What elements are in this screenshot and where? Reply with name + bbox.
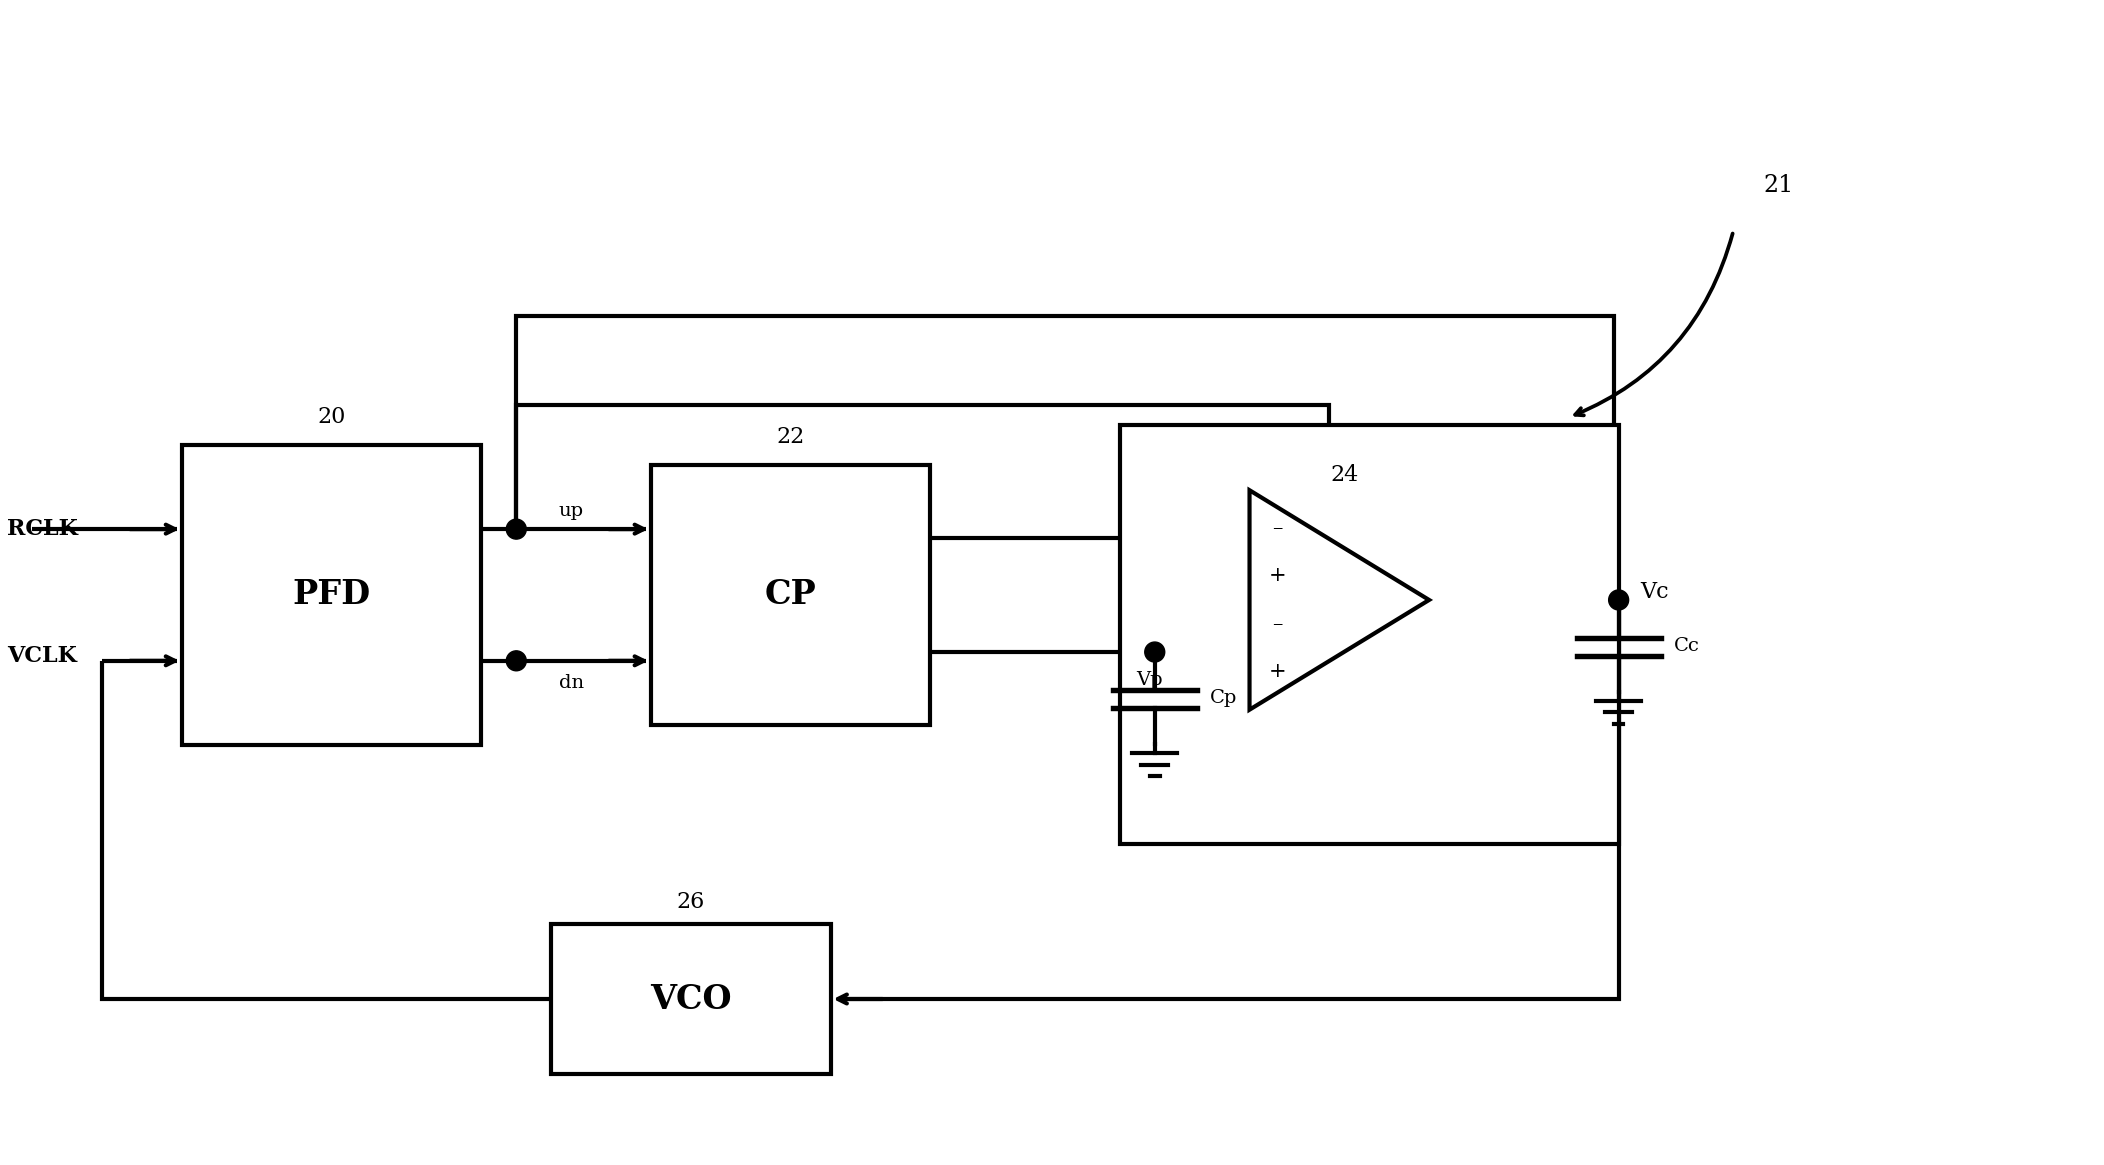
Text: 24: 24	[1330, 465, 1359, 486]
Text: VCLK: VCLK	[8, 644, 78, 666]
Text: –: –	[1273, 520, 1283, 538]
Text: dn: dn	[558, 673, 583, 692]
Text: 20: 20	[318, 407, 345, 429]
Text: 26: 26	[677, 891, 705, 913]
Text: PFD: PFD	[292, 579, 370, 612]
Text: Vp: Vp	[1136, 671, 1164, 689]
Circle shape	[507, 651, 526, 671]
Bar	[650, 465, 930, 725]
Text: Cc: Cc	[1673, 637, 1700, 655]
Text: RCLK: RCLK	[8, 518, 78, 541]
Text: +: +	[1269, 662, 1286, 680]
Text: –: –	[1273, 615, 1283, 634]
Circle shape	[507, 520, 526, 539]
Text: 21: 21	[1763, 175, 1793, 197]
Text: up: up	[558, 502, 583, 520]
Text: 22: 22	[776, 426, 804, 449]
Text: VCO: VCO	[650, 982, 732, 1016]
Text: CP: CP	[764, 579, 816, 612]
Text: +: +	[1269, 566, 1286, 585]
Text: Vc: Vc	[1641, 581, 1668, 603]
Bar	[1119, 425, 1618, 845]
Bar	[183, 445, 482, 744]
Text: Cp: Cp	[1210, 689, 1237, 707]
Circle shape	[1610, 589, 1628, 610]
Bar	[551, 924, 831, 1074]
Circle shape	[1145, 642, 1166, 662]
